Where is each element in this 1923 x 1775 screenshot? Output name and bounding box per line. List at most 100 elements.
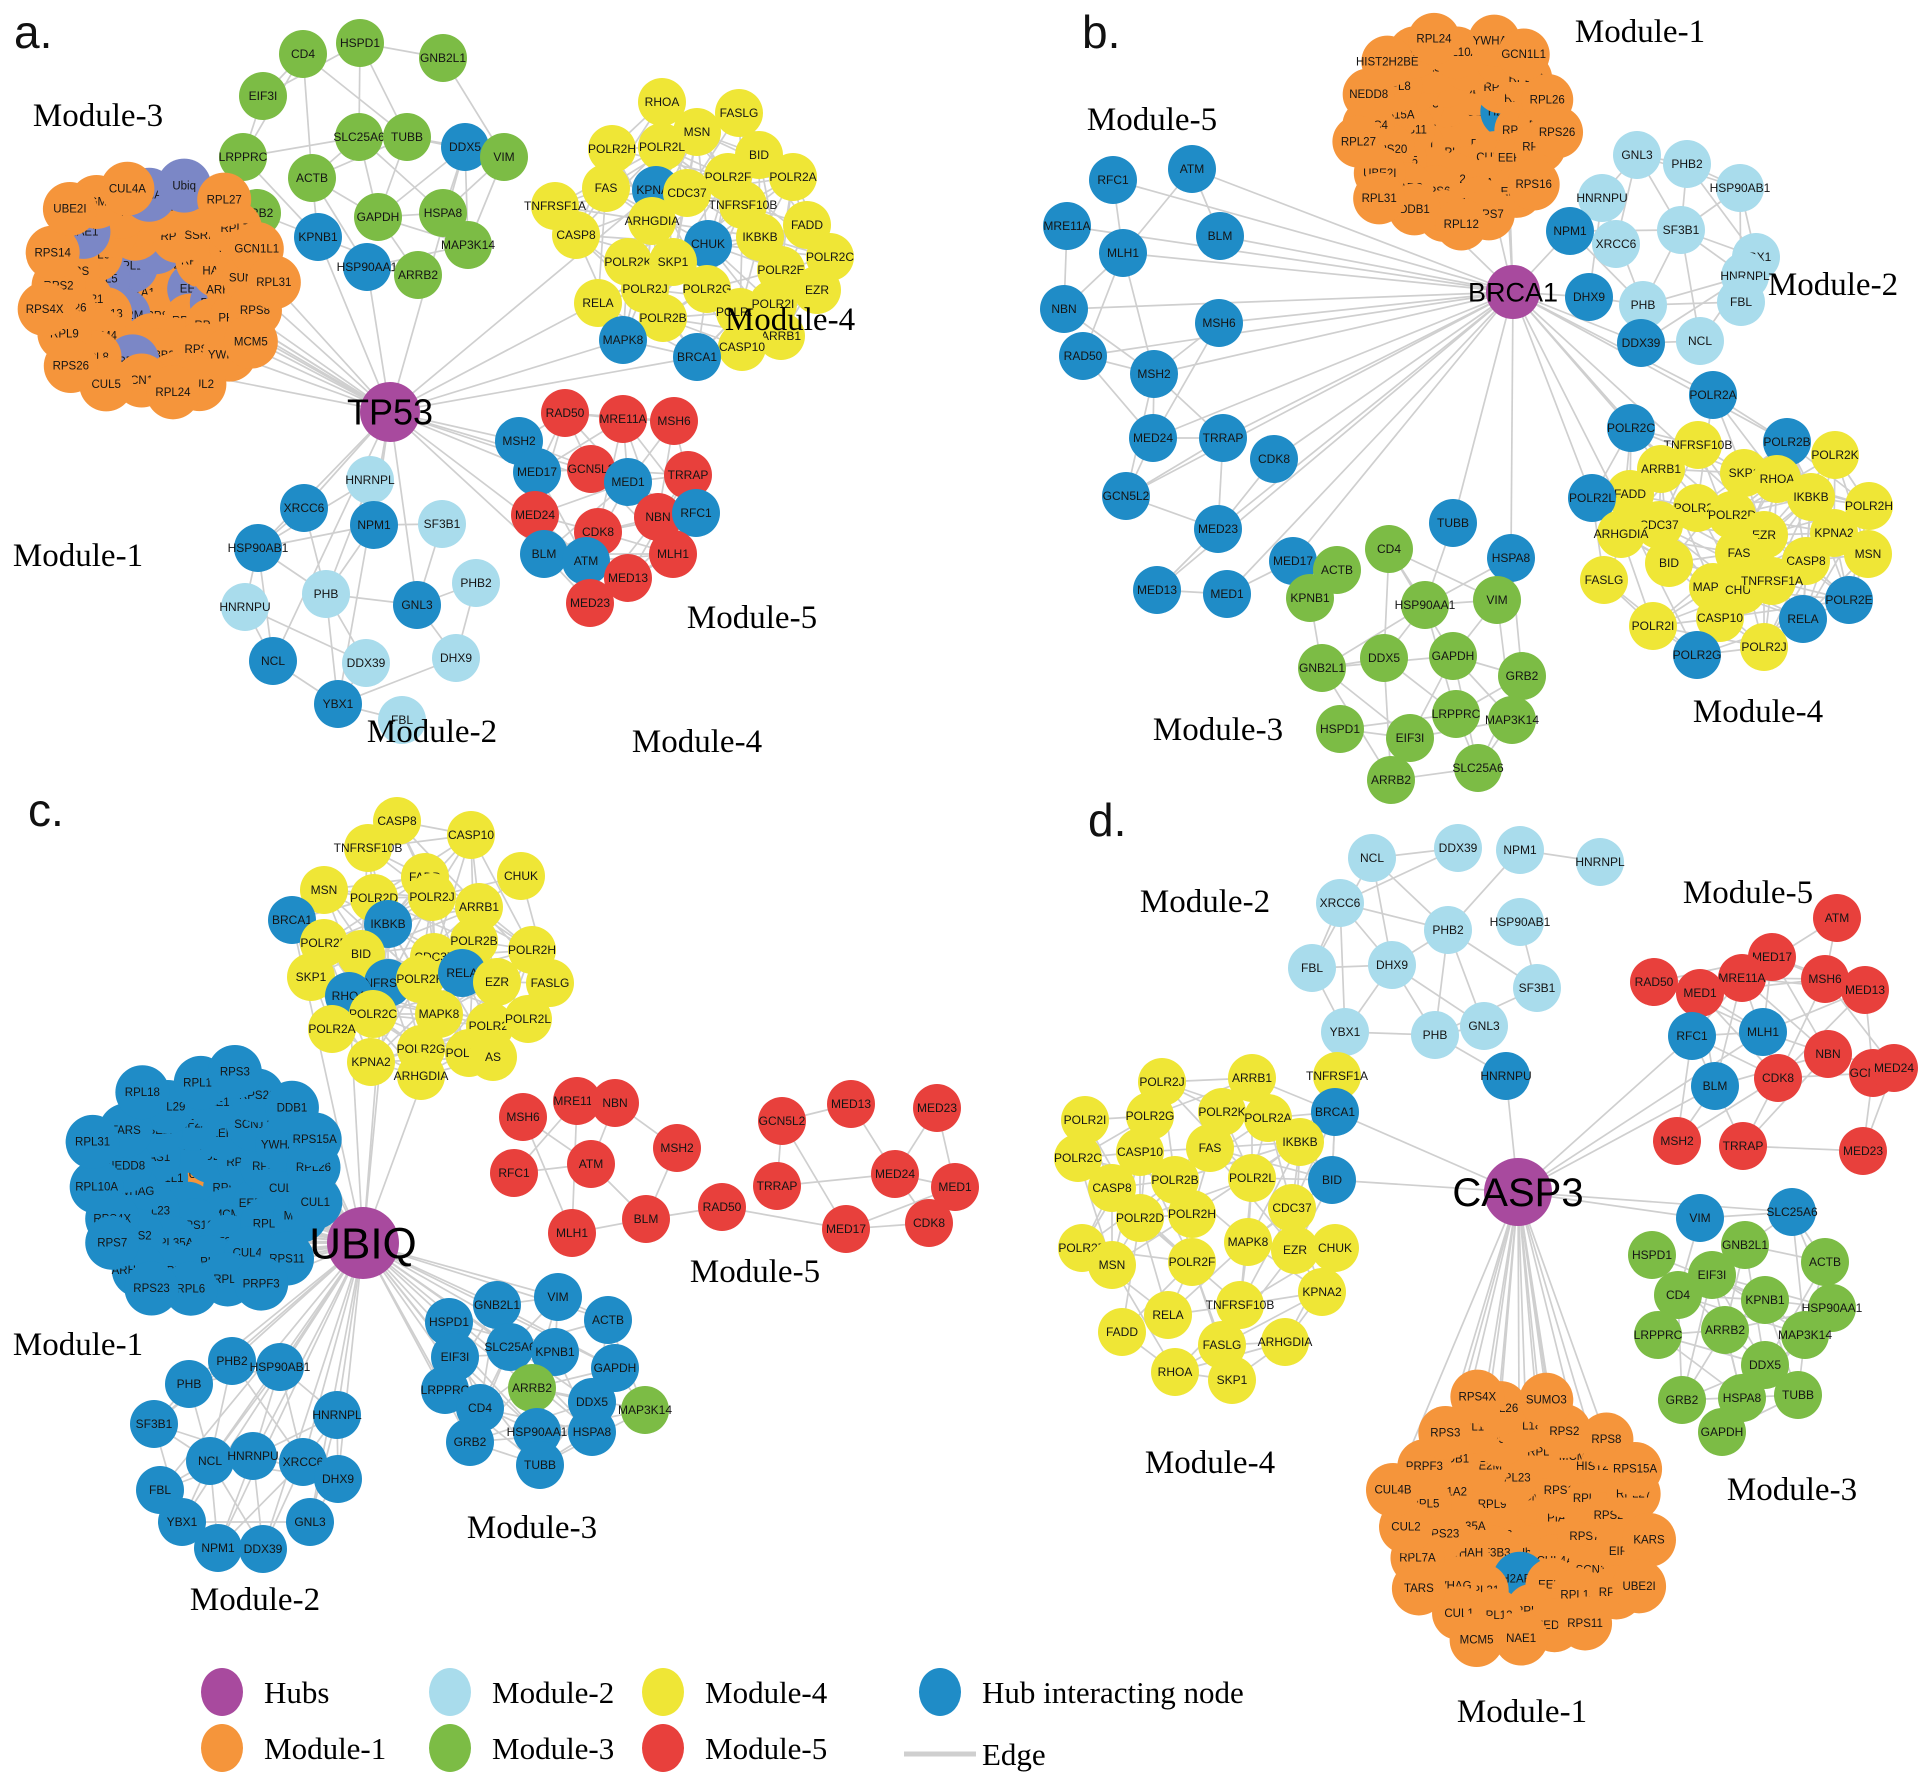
gene-node-circle — [1701, 1306, 1749, 1354]
gene-node-circle — [628, 197, 676, 245]
node-polr2k: POLR2K — [396, 955, 444, 1003]
node-dhx9: DHX9 — [1368, 941, 1416, 989]
node-hspa8: HSPA8 — [1487, 534, 1535, 582]
node-med13: MED13 — [827, 1080, 875, 1128]
gene-node-circle — [1653, 1117, 1701, 1165]
gene-node-circle — [1040, 285, 1088, 333]
gene-label: MRE11A — [1718, 971, 1765, 985]
gene-label: UBE2I — [1622, 1581, 1655, 1593]
gene-node-circle — [1494, 1611, 1549, 1666]
gene-label: IKBKB — [370, 917, 405, 931]
gene-label: POLR2G — [683, 282, 732, 296]
legend-swatch — [429, 1668, 471, 1716]
gene-label: MED17 — [1273, 554, 1313, 568]
legend-swatch — [201, 1668, 243, 1716]
gene-label: RPS26 — [1539, 127, 1575, 139]
gene-node-circle — [163, 1261, 218, 1316]
gene-label: KPNB1 — [298, 230, 338, 244]
node-sf3b1: SF3B1 — [1513, 964, 1561, 1012]
hub-circle — [1486, 265, 1540, 319]
gene-label: MRE11A — [553, 1094, 600, 1108]
node-tubb: TUBB — [1774, 1371, 1822, 1419]
gene-label: FBL — [149, 1483, 171, 1497]
gene-node-circle — [1779, 595, 1827, 643]
gene-label: POLR2E — [757, 263, 804, 277]
gene-node-circle — [335, 113, 383, 161]
node-as: AS — [469, 1033, 517, 1081]
gene-label: DDX39 — [347, 656, 386, 670]
gene-node-circle — [256, 1343, 304, 1391]
node-polr2a: POLR2A — [308, 1005, 356, 1053]
gene-node-circle — [221, 583, 269, 631]
node-actb: ACTB — [288, 154, 336, 202]
gene-node-circle — [1635, 501, 1683, 549]
gene-node-circle — [1116, 1128, 1164, 1176]
node-atm: ATM — [562, 537, 610, 585]
legend-item-module-3: Module-3 — [429, 1724, 614, 1772]
hub-label: CASP3 — [1452, 1171, 1583, 1215]
gene-label: IKBKB — [1793, 490, 1828, 504]
gene-node-circle — [1429, 632, 1477, 680]
gene-label: CASP8 — [1092, 1181, 1132, 1195]
legend-label: Edge — [982, 1737, 1046, 1772]
node-polr2k: POLR2K — [1811, 431, 1859, 479]
gene-label: TNFRSF1A — [1306, 1069, 1368, 1083]
legend-label: Module-1 — [264, 1731, 386, 1766]
node-polr2g: POLR2G — [1126, 1092, 1174, 1140]
gene-node-circle — [827, 1080, 875, 1128]
gene-node-circle — [1199, 414, 1247, 462]
gene-label: NBN — [1051, 302, 1076, 316]
legend: Hubs Module-1 Module-2 Module-3 Module-4 Modu… — [201, 1668, 1244, 1772]
gene-node-circle — [1498, 652, 1546, 700]
gene-label: NEDD8 — [1349, 89, 1388, 101]
gene-label: RPS14 — [34, 247, 71, 259]
gene-node-circle — [418, 500, 466, 548]
gene-label: BID — [351, 947, 371, 961]
gene-node-circle — [1811, 431, 1859, 479]
gene-node-circle — [511, 491, 559, 539]
gene-node-circle — [1460, 1002, 1508, 1050]
hub-edge — [1125, 291, 1514, 497]
node-vim: VIM — [1473, 576, 1521, 624]
hub-circle — [360, 382, 420, 442]
node-arrb2: ARRB2 — [508, 1364, 556, 1412]
gene-label: HSP90AA1 — [507, 1425, 568, 1439]
hub-edge — [1112, 179, 1514, 293]
gene-label: ACTB — [1809, 1255, 1841, 1269]
gene-label: MED13 — [608, 571, 648, 585]
gene-label: RPL27 — [1341, 136, 1376, 148]
hub-edge — [1392, 1191, 1519, 1491]
gene-label: SKP1 — [296, 970, 327, 984]
node-trrap: TRRAP — [1719, 1122, 1767, 1170]
gene-label: ARHGDIA — [625, 214, 680, 228]
gene-node-circle — [1450, 1369, 1505, 1424]
panel-c-module-3: HSPD1 GNB2L1 VIM ACTB EIF3I SLC25A6 KPNB1 GAPDH… — [421, 1273, 672, 1489]
gene-label: TARS — [1404, 1583, 1434, 1595]
gene-label: POLR2D — [1708, 508, 1756, 522]
gene-label: RFC1 — [498, 1166, 530, 1180]
gene-node-circle — [1288, 944, 1336, 992]
gene-label: ARRB1 — [1641, 462, 1681, 476]
gene-node-circle — [287, 953, 335, 1001]
gene-label: LRPPRC — [1432, 707, 1481, 721]
gene-node-circle — [344, 824, 392, 872]
gene-node-circle — [513, 448, 561, 496]
gene-node-circle — [1719, 1122, 1767, 1170]
node-msh6: MSH6 — [499, 1093, 547, 1141]
gene-node-circle — [1348, 834, 1396, 882]
gene-label: RAD50 — [1635, 975, 1674, 989]
gene-label: HIST2H2BE — [1356, 56, 1419, 68]
gene-label: HNRNPU — [1576, 191, 1627, 205]
gene-node-circle — [1870, 1044, 1918, 1092]
gene-node-circle — [1130, 350, 1178, 398]
gene-label: RPL6 — [176, 1283, 205, 1295]
gene-node-circle — [1558, 1596, 1613, 1651]
gene-label: EZR — [485, 975, 509, 989]
gene-label: POLR2K — [1198, 1105, 1245, 1119]
gene-label: PHB — [1423, 1028, 1448, 1042]
node-polr2j: POLR2J — [1740, 623, 1788, 671]
panel-a-module-2: HNRNPL XRCC6 NPM1 SF3B1 HSP90AB1 PHB PHB2 HNRNP… — [219, 456, 500, 744]
gene-node-circle — [336, 19, 384, 67]
gene-label: MRE11A — [1043, 219, 1090, 233]
